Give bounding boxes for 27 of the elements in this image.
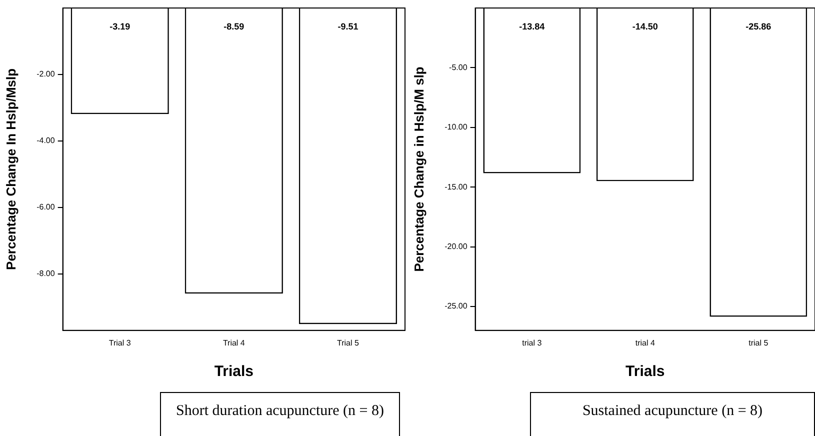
x-axis-title: Trials: [214, 363, 254, 380]
y-tick-label: -25.00: [444, 302, 468, 311]
data-label: -13.84: [519, 21, 545, 32]
y-axis-title: Percentage Change In Hslp/Mslp: [3, 68, 18, 270]
y-tick-label: -8.00: [36, 269, 56, 278]
y-tick-label: -4.00: [36, 136, 56, 146]
y-tick-label: -2.00: [36, 70, 56, 79]
y-axis-title: Percentage Change in Hslp/M slp: [411, 66, 426, 272]
x-tick-label: Trial 5: [337, 338, 360, 348]
text: Sustained acupuncture (n = 8): [530, 392, 815, 436]
x-tick-label: trial 5: [748, 338, 769, 348]
x-axis-title: Trials: [626, 363, 665, 380]
y-tick-label: -20.00: [444, 242, 468, 252]
data-label: -14.50: [632, 21, 658, 32]
x-tick-label: Trial 4: [222, 338, 246, 348]
x-tick-label: Trial 3: [108, 338, 132, 348]
y-tick-label: -6.00: [36, 202, 56, 212]
x-tick-label: trial 4: [635, 338, 656, 348]
data-label: -25.86: [746, 21, 772, 32]
y-tick-label: -10.00: [444, 122, 468, 132]
y-tick-label: -15.00: [444, 182, 468, 192]
data-label: -3.19: [110, 21, 130, 32]
data-label: -9.51: [338, 21, 358, 32]
text: Short duration acupuncture (n = 8): [160, 392, 400, 436]
data-label: -8.59: [224, 21, 244, 32]
x-tick-label: trial 3: [522, 338, 542, 348]
y-tick-label: -5.00: [449, 62, 468, 72]
